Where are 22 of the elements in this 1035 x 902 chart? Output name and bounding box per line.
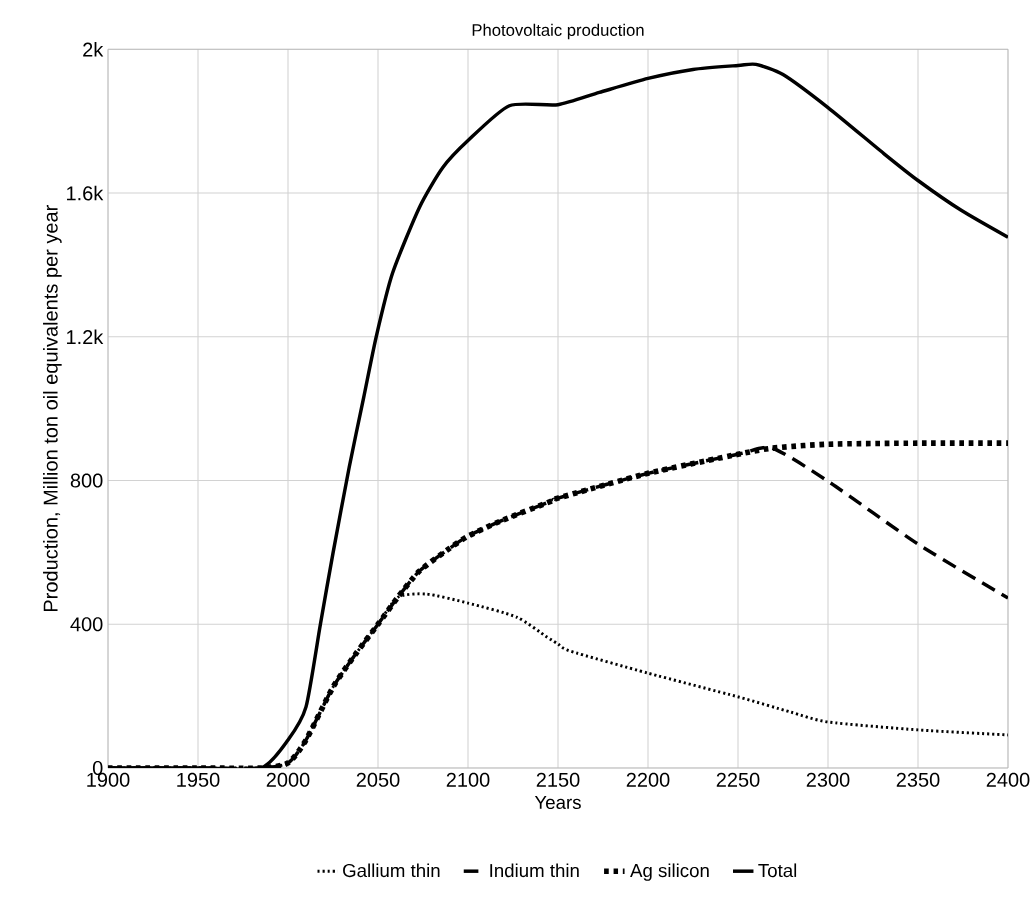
x-tick-label: 2000	[266, 772, 310, 787]
y-tick-label: 800	[70, 473, 103, 488]
legend-label: Ag silicon	[630, 863, 709, 881]
x-tick-label: 1950	[177, 772, 220, 787]
x-tick-label: 2200	[626, 772, 670, 787]
x-tick-label: 2150	[536, 772, 580, 787]
y-tick-label: 400	[70, 617, 103, 632]
legend-label: Indium thin	[490, 863, 579, 878]
legend-label: Total	[758, 863, 797, 878]
x-tick-label: 2250	[716, 772, 760, 787]
y-tick-label: 1.2k	[67, 329, 104, 345]
x-tick-label: 2350	[896, 772, 940, 787]
x-tick-label: 2100	[446, 772, 490, 787]
y-tick-label: 2k	[83, 42, 104, 57]
x-tick-label: 2400	[986, 772, 1030, 787]
y-axis-title: Production, Million ton oil equivalents per year	[43, 205, 62, 612]
x-tick-label: 2050	[356, 772, 400, 787]
legend-label: Gallium thin	[343, 863, 440, 878]
x-tick-label: 2300	[806, 772, 850, 787]
x-axis-title: Years	[534, 796, 581, 810]
y-tick-label: 1.6k	[67, 185, 104, 201]
chart-title: Photovoltaic production	[472, 23, 644, 40]
